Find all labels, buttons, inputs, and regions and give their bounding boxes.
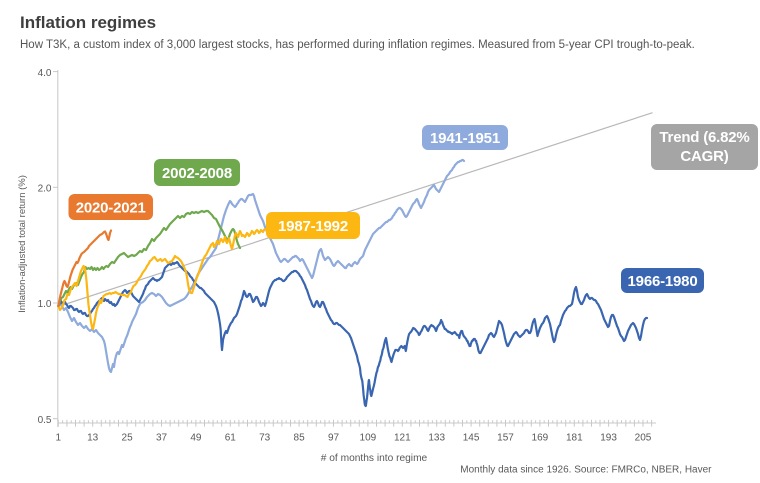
svg-text:1966-1980: 1966-1980 <box>628 273 698 290</box>
svg-text:133: 133 <box>428 433 445 444</box>
svg-text:2020-2021: 2020-2021 <box>76 200 146 217</box>
svg-text:181: 181 <box>566 433 583 444</box>
svg-text:157: 157 <box>497 433 514 444</box>
svg-text:169: 169 <box>532 433 549 444</box>
svg-text:How T3K, a custom index of 3,0: How T3K, a custom index of 3,000 largest… <box>20 39 695 51</box>
svg-text:1.0: 1.0 <box>38 299 52 310</box>
svg-text:205: 205 <box>635 433 652 444</box>
svg-text:193: 193 <box>600 433 617 444</box>
svg-text:2002-2008: 2002-2008 <box>162 165 232 182</box>
svg-text:97: 97 <box>328 433 340 444</box>
svg-text:4.0: 4.0 <box>38 68 52 79</box>
svg-text:2.0: 2.0 <box>38 184 52 195</box>
svg-text:1: 1 <box>56 433 62 444</box>
svg-text:Inflation regimes: Inflation regimes <box>20 13 156 32</box>
svg-text:# of months into regime: # of months into regime <box>321 453 428 464</box>
svg-text:0.5: 0.5 <box>38 415 52 426</box>
svg-text:1987-1992: 1987-1992 <box>278 218 348 235</box>
svg-text:13: 13 <box>87 433 99 444</box>
svg-text:73: 73 <box>259 433 271 444</box>
svg-text:61: 61 <box>225 433 237 444</box>
svg-text:49: 49 <box>190 433 202 444</box>
svg-text:85: 85 <box>294 433 306 444</box>
svg-text:37: 37 <box>156 433 168 444</box>
svg-text:109: 109 <box>360 433 377 444</box>
svg-text:Trend (6.82%: Trend (6.82% <box>659 129 749 146</box>
svg-text:Monthly data since 1926. Sourc: Monthly data since 1926. Source: FMRCo, … <box>460 465 712 476</box>
svg-text:Inflation-adjusted total retur: Inflation-adjusted total return (%) <box>17 175 28 313</box>
svg-text:25: 25 <box>122 433 134 444</box>
svg-text:145: 145 <box>463 433 480 444</box>
svg-text:1941-1951: 1941-1951 <box>430 130 500 147</box>
svg-text:CAGR): CAGR) <box>680 148 728 165</box>
svg-text:121: 121 <box>394 433 411 444</box>
